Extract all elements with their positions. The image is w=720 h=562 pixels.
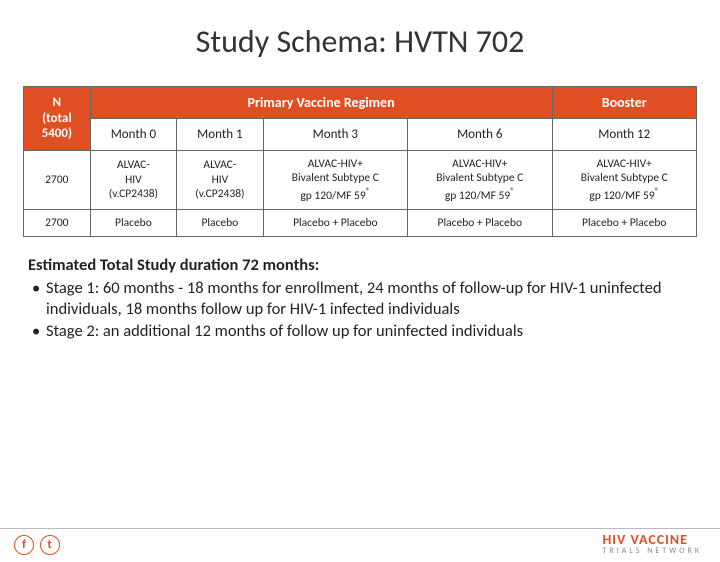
regimen-cell: ALVAC-HIV+Bivalent Subtype Cgp 120/MF 59… xyxy=(408,151,552,210)
n-header-cell: N(total5400) xyxy=(24,87,91,151)
regimen-cell: ALVAC-HIV+Bivalent Subtype Cgp 120/MF 59… xyxy=(552,151,697,210)
regimen-cell: Placebo xyxy=(177,209,263,236)
month-cell: Month 3 xyxy=(263,119,407,151)
n-header-text: N(total5400) xyxy=(42,95,72,141)
footer-bar: f t HIV VACCINE TRIALS NETWORK xyxy=(0,528,720,562)
regimen-cell: Placebo xyxy=(90,209,176,236)
facebook-icon[interactable]: f xyxy=(14,535,34,555)
month-cell: Month 6 xyxy=(408,119,552,151)
regimen-cell: ALVAC-HIV(v.CP2438) xyxy=(177,151,263,210)
notes-heading: Estimated Total Study duration 72 months… xyxy=(28,255,319,275)
n-value-cell: 2700 xyxy=(24,151,91,210)
social-icons: f t xyxy=(14,534,62,555)
month-cell: Month 0 xyxy=(90,119,176,151)
month-cell: Month 1 xyxy=(177,119,263,151)
slide-title: Study Schema: HVTN 702 xyxy=(0,22,720,61)
notes-bullet: Stage 2: an additional 12 months of foll… xyxy=(28,321,692,342)
n-value-cell: 2700 xyxy=(24,209,91,236)
regimen-cell: Placebo + Placebo xyxy=(408,209,552,236)
regimen-cell: ALVAC-HIV+Bivalent Subtype Cgp 120/MF 59… xyxy=(263,151,407,210)
notes-block: Estimated Total Study duration 72 months… xyxy=(28,255,692,342)
twitter-icon[interactable]: t xyxy=(40,535,60,555)
notes-bullet: Stage 1: 60 months - 18 months for enrol… xyxy=(28,278,692,319)
primary-header-cell: Primary Vaccine Regimen xyxy=(90,87,552,119)
notes-list: Stage 1: 60 months - 18 months for enrol… xyxy=(28,278,692,342)
regimen-cell: ALVAC-HIV(v.CP2438) xyxy=(90,151,176,210)
logo: HIV VACCINE TRIALS NETWORK xyxy=(602,533,702,556)
regimen-cell: Placebo + Placebo xyxy=(263,209,407,236)
month-cell: Month 12 xyxy=(552,119,697,151)
schema-table: N(total5400) Primary Vaccine Regimen Boo… xyxy=(23,86,697,237)
booster-header-cell: Booster xyxy=(552,87,697,119)
regimen-cell: Placebo + Placebo xyxy=(552,209,697,236)
logo-sub-text: TRIALS NETWORK xyxy=(602,548,702,556)
